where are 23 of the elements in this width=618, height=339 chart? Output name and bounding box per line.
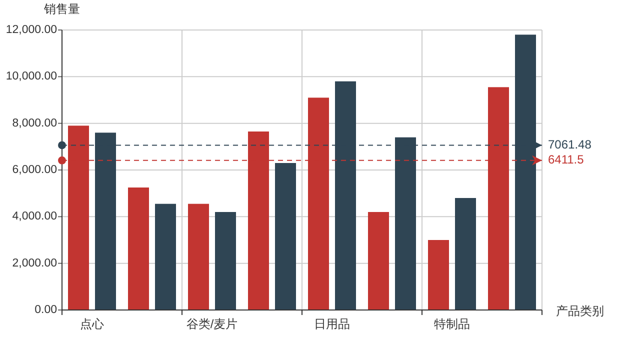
y-tick-label: 6,000.00 — [12, 164, 57, 176]
y-tick-label: 10,000.00 — [6, 70, 57, 83]
y-tick-label: 12,000.00 — [6, 24, 57, 36]
y-tick-label: 4,000.00 — [12, 210, 57, 223]
bar — [455, 198, 476, 310]
x-tick-label: 特制品 — [434, 317, 470, 332]
bar — [215, 212, 236, 310]
x-tick-label: 点心 — [80, 317, 104, 332]
bar — [155, 204, 176, 310]
ref-line-label: 7061.48 — [548, 137, 592, 152]
x-tick-label: 谷类/麦片 — [186, 317, 238, 332]
y-tick-label: 2,000.00 — [12, 257, 57, 270]
bar — [188, 204, 209, 310]
bar — [275, 163, 296, 310]
x-axis-title: 产品类别 — [556, 304, 604, 318]
y-tick-label: 0.00 — [34, 304, 57, 316]
x-tick-label: 日用品 — [314, 317, 350, 332]
bar — [128, 188, 149, 310]
y-tick-label: 8,000.00 — [12, 117, 57, 130]
y-axis-title: 销售量 — [43, 2, 80, 16]
bar — [428, 240, 449, 310]
ref-line-label: 6411.5 — [548, 152, 584, 167]
bar — [368, 212, 389, 310]
